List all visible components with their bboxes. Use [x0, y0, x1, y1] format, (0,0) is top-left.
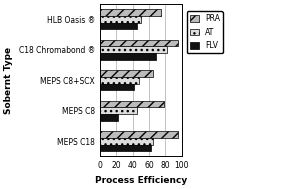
Legend: PRA, AT, FLV: PRA, AT, FLV	[187, 11, 223, 53]
Bar	[100, 77, 139, 84]
Bar	[100, 70, 153, 77]
Bar	[100, 101, 164, 107]
Bar	[100, 145, 151, 151]
X-axis label: Process Efficiency: Process Efficiency	[95, 176, 187, 185]
Bar	[100, 16, 141, 23]
Bar	[100, 138, 153, 145]
Bar	[100, 84, 134, 90]
Bar	[100, 107, 137, 114]
Bar	[100, 53, 156, 60]
Bar	[100, 131, 178, 138]
Bar	[100, 9, 161, 16]
Y-axis label: Sobernt Type: Sobernt Type	[4, 47, 13, 114]
Bar	[100, 46, 167, 53]
Bar	[100, 23, 137, 29]
Bar	[100, 40, 178, 46]
Bar	[100, 114, 118, 121]
